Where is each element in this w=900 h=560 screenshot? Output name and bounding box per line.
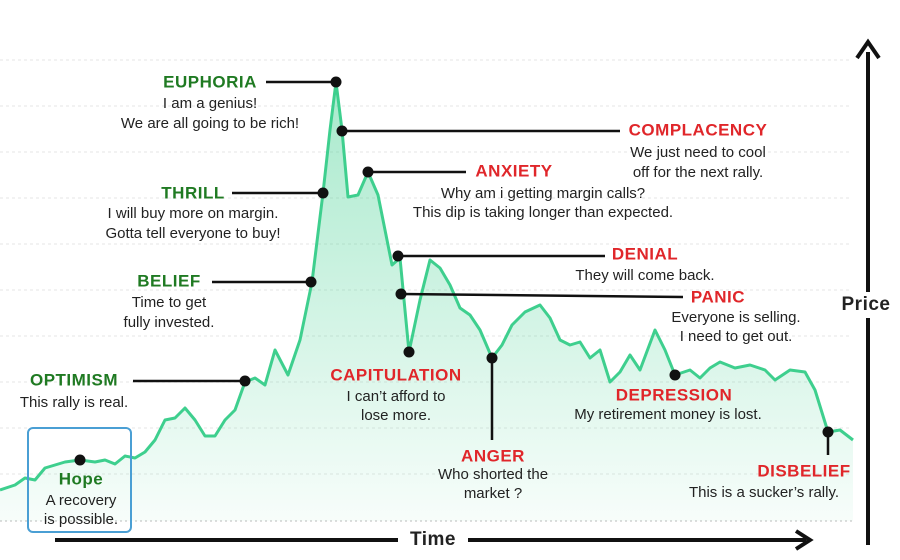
stage-dot [317, 187, 329, 199]
stage-text: This rally is real. [20, 394, 128, 411]
x-label-bg [398, 528, 468, 554]
stage-title: ANXIETY [475, 161, 552, 180]
x-arrow [794, 529, 814, 551]
stage-title: COMPLACENCY [629, 120, 768, 139]
stages: Hope A recovery is possible. OPTIMISM This r… [20, 72, 850, 528]
stage-text: is possible. [44, 511, 118, 528]
stage-dot [336, 125, 348, 137]
y-axis-label: Price [842, 294, 891, 315]
stage-text: off for the next rally. [633, 164, 763, 181]
stage-text: Why am i getting margin calls? [441, 185, 645, 202]
stage-title: ANGER [461, 446, 525, 465]
stage-text: I need to get out. [680, 328, 793, 345]
price-area [0, 82, 853, 521]
stage-dot [239, 375, 251, 387]
stage-text: A recovery [46, 492, 117, 509]
stage-text: They will come back. [575, 267, 714, 284]
stage-text: I am a genius! [163, 95, 257, 112]
y-arrow [855, 38, 881, 60]
stage-title: BELIEF [137, 271, 200, 290]
stage-text: fully invested. [124, 314, 215, 331]
stage-title: EUPHORIA [163, 72, 257, 91]
stage-dot [74, 454, 86, 466]
price-curve [0, 80, 854, 492]
stage-text: Gotta tell everyone to buy! [105, 225, 280, 242]
stage-text: I will buy more on margin. [108, 205, 279, 222]
stage-title: CAPITULATION [330, 365, 461, 384]
stage-dot [403, 346, 415, 358]
stage-dot [362, 166, 374, 178]
stage-title: THRILL [161, 183, 224, 202]
stage-text: Who shorted the [438, 466, 548, 483]
stage-dot [486, 352, 498, 364]
stage-title: DEPRESSION [616, 385, 732, 404]
stage-text: I can’t afford to [347, 388, 446, 405]
stage-text: market ? [464, 485, 522, 502]
stage-dot [669, 369, 681, 381]
y-label-bg [834, 292, 900, 318]
x-axis-label: Time [410, 529, 456, 550]
stage-dot [392, 250, 404, 262]
stage-text: My retirement money is lost. [574, 406, 762, 423]
stage-text: We just need to cool [630, 144, 766, 161]
stage-text: Everyone is selling. [671, 309, 800, 326]
stage-title: Hope [59, 469, 104, 488]
stage-dot [822, 426, 834, 438]
stage-title: OPTIMISM [30, 370, 118, 389]
stage-text: We are all going to be rich! [121, 115, 299, 132]
stage-title: PANIC [691, 287, 745, 306]
stage-text: lose more. [361, 407, 431, 424]
stage-text: Time to get [132, 294, 207, 311]
stage-title: DISBELIEF [757, 461, 850, 480]
stage-title: DENIAL [612, 244, 678, 263]
hope-box [27, 427, 132, 533]
stage-dot [330, 76, 342, 88]
stage-text: This is a sucker’s rally. [689, 484, 839, 501]
stage-text: This dip is taking longer than expected. [413, 204, 673, 221]
connector [400, 292, 684, 299]
stage-dot [395, 288, 407, 300]
stage-dot [305, 276, 317, 288]
